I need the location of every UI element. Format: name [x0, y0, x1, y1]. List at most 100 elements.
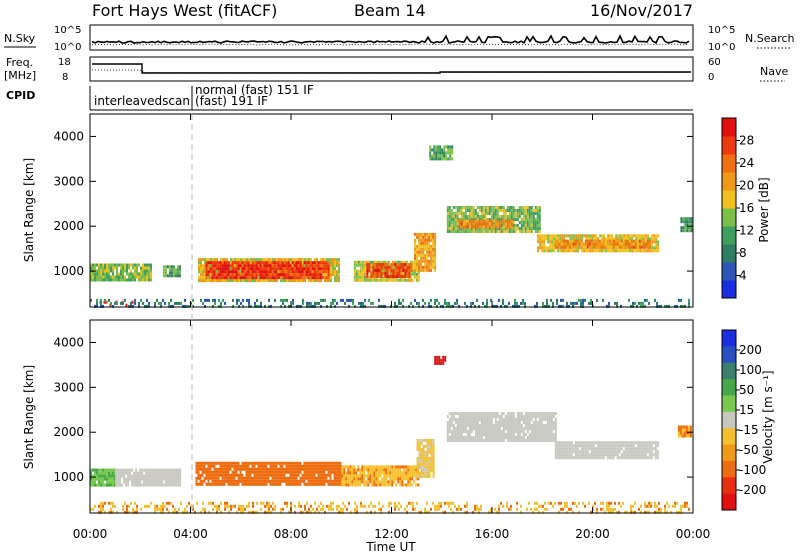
- heatmap-cell: [476, 418, 479, 421]
- heatmap-cell: [389, 468, 392, 472]
- heatmap-cell: [648, 447, 651, 451]
- heatmap-cell: [506, 209, 509, 212]
- heatmap-cell: [265, 482, 268, 486]
- heatmap-cell: [231, 464, 234, 468]
- heatmap-cell: [604, 245, 607, 249]
- heatmap-cell: [134, 278, 136, 282]
- heatmap-cell: [498, 225, 501, 229]
- heatmap-cell: [195, 467, 198, 471]
- heatmap-cell: [223, 261, 226, 265]
- heatmap-cell: [679, 434, 682, 438]
- heatmap-cell: [482, 439, 485, 442]
- heatmap-cell: [305, 264, 308, 268]
- heatmap-cell: [305, 482, 308, 486]
- heatmap-cell: [516, 415, 519, 418]
- heatmap-cell: [424, 253, 427, 257]
- heatmap-cell: [530, 230, 533, 233]
- heatmap-cell: [141, 474, 144, 478]
- heatmap-cell: [526, 218, 529, 221]
- heatmap-cell: [387, 468, 390, 472]
- heatmap-cell: [362, 304, 364, 308]
- heatmap-cell: [299, 476, 302, 480]
- heatmap-cell: [430, 450, 433, 454]
- heatmap-cell: [418, 462, 421, 466]
- heatmap-cell: [324, 298, 326, 302]
- heatmap-cell: [291, 464, 294, 468]
- heatmap-cell: [172, 265, 175, 269]
- heatmap-cell: [605, 237, 608, 241]
- heatmap-cell: [112, 263, 114, 267]
- heatmap-cell: [215, 476, 218, 480]
- heatmap-cell: [301, 264, 304, 268]
- heatmap-cell: [432, 459, 435, 463]
- heatmap-cell: [334, 267, 336, 271]
- heatmap-cell: [245, 479, 248, 483]
- heatmap-cell: [124, 266, 126, 270]
- heatmap-cell: [437, 157, 440, 161]
- heatmap-cell: [138, 275, 140, 279]
- heatmap-cell: [205, 267, 208, 271]
- heatmap-cell: [279, 482, 282, 486]
- heatmap-cell: [563, 234, 566, 238]
- heatmap-cell: [247, 464, 250, 468]
- heatmap-cell: [112, 278, 114, 282]
- heatmap-cell: [249, 470, 252, 474]
- heatmap-cell: [570, 239, 573, 243]
- heatmap-cell: [123, 477, 126, 481]
- heatmap-cell: [630, 444, 633, 448]
- heatmap-cell: [197, 467, 200, 471]
- heatmap-cell: [277, 479, 280, 483]
- heatmap-cell: [118, 263, 120, 267]
- heatmap-cell: [118, 275, 120, 279]
- heatmap-cell: [522, 415, 525, 418]
- heatmap-cell: [256, 304, 258, 308]
- heatmap-cell: [257, 467, 260, 471]
- heatmap-cell: [470, 209, 473, 212]
- heatmap-cell: [391, 278, 394, 282]
- heatmap-cell: [393, 480, 396, 484]
- heatmap-cell: [552, 301, 554, 305]
- heatmap-cell: [538, 424, 541, 427]
- heatmap-cell: [643, 249, 646, 253]
- heatmap-cell: [309, 482, 312, 486]
- heatmap-cell: [498, 218, 501, 221]
- heatmap-cell: [297, 267, 300, 271]
- heatmap-cell: [555, 237, 558, 241]
- heatmap-cell: [492, 206, 495, 209]
- heatmap-cell: [205, 264, 208, 268]
- heatmap-cell: [456, 222, 459, 226]
- heatmap-cell: [311, 461, 314, 465]
- heatmap-cell: [404, 266, 407, 269]
- heatmap-cell: [330, 276, 332, 280]
- heatmap-cell: [680, 220, 683, 224]
- heatmap-cell: [304, 258, 306, 262]
- heatmap-cell: [142, 263, 144, 267]
- heatmap-cell: [553, 237, 556, 241]
- heatmap-cell: [394, 269, 397, 272]
- heatmap-cell: [470, 304, 472, 308]
- heatmap-cell: [424, 474, 427, 478]
- heatmap-cell: [198, 270, 200, 274]
- heatmap-cell: [537, 234, 540, 238]
- heatmap-cell: [100, 278, 102, 282]
- heatmap-cell: [528, 224, 531, 227]
- heatmap-cell: [106, 477, 108, 481]
- heatmap-cell: [426, 241, 429, 245]
- heatmap-cell: [307, 482, 310, 486]
- heatmap-cell: [295, 270, 298, 274]
- heatmap-cell: [644, 441, 647, 445]
- heatmap-cell: [175, 483, 178, 487]
- heatmap-cell: [287, 273, 290, 277]
- heatmap-cell: [538, 221, 541, 224]
- heatmap-cell: [400, 275, 403, 278]
- heatmap-cell: [104, 471, 106, 475]
- heatmap-cell: [106, 471, 108, 475]
- heatmap-cell: [684, 223, 687, 227]
- heatmap-cell: [321, 264, 324, 268]
- heatmap-cell: [379, 278, 382, 282]
- heatmap-cell: [265, 467, 268, 471]
- heatmap-cell: [478, 219, 481, 223]
- heatmap-cell: [251, 467, 254, 471]
- heatmap-cell: [552, 421, 555, 424]
- heatmap-cell: [554, 456, 557, 460]
